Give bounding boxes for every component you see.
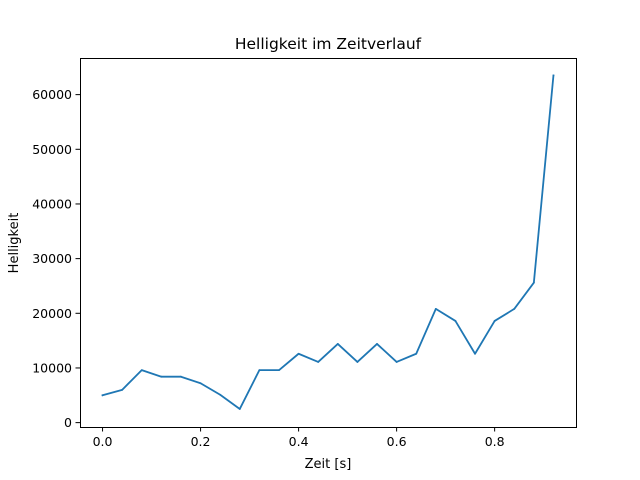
y-tick-label: 10000 bbox=[32, 360, 72, 375]
data-point bbox=[219, 393, 222, 396]
data-point bbox=[199, 382, 202, 385]
data-point bbox=[258, 369, 261, 372]
data-point bbox=[180, 375, 182, 378]
data-point bbox=[160, 375, 163, 378]
y-axis: 0 10000 20000 30000 40000 50000 60000 bbox=[32, 87, 80, 430]
data-point bbox=[278, 369, 280, 372]
data-point bbox=[415, 352, 418, 355]
data-point bbox=[474, 352, 476, 355]
data-point bbox=[101, 394, 104, 397]
data-point bbox=[513, 308, 516, 310]
data-point bbox=[434, 308, 437, 310]
series-line-0 bbox=[101, 74, 555, 410]
data-point bbox=[238, 408, 241, 410]
x-axis: 0.0 0.2 0.4 0.6 0.8 bbox=[93, 427, 505, 449]
y-tick-label: 40000 bbox=[32, 196, 72, 211]
data-point bbox=[121, 388, 124, 391]
x-axis-label: Zeit [s] bbox=[305, 457, 352, 472]
data-point bbox=[140, 369, 143, 372]
chart-title: Helligkeit im Zeitverlauf bbox=[235, 35, 422, 53]
x-tick-label: 0.0 bbox=[93, 434, 113, 449]
data-point bbox=[356, 361, 359, 363]
data-point bbox=[336, 343, 339, 345]
data-point bbox=[552, 74, 555, 77]
y-tick-label: 0 bbox=[64, 415, 72, 430]
data-point bbox=[532, 281, 535, 284]
plot-frame bbox=[80, 58, 577, 428]
data-point bbox=[493, 320, 496, 322]
x-tick-label: 0.4 bbox=[289, 434, 309, 449]
data-point bbox=[297, 352, 300, 355]
y-tick-label: 20000 bbox=[32, 306, 72, 321]
x-tick-label: 0.6 bbox=[387, 434, 407, 449]
series-layer bbox=[101, 74, 555, 410]
y-axis-label: Helligkeit bbox=[7, 213, 22, 274]
x-tick-label: 0.8 bbox=[485, 434, 505, 449]
y-tick-label: 30000 bbox=[32, 251, 72, 266]
y-tick-label: 60000 bbox=[32, 87, 72, 102]
data-point bbox=[454, 320, 457, 322]
data-point bbox=[376, 343, 378, 345]
x-tick-label: 0.2 bbox=[191, 434, 211, 449]
y-tick-label: 50000 bbox=[32, 142, 72, 157]
plot-area bbox=[80, 58, 577, 428]
data-point bbox=[317, 361, 320, 363]
data-point bbox=[395, 361, 398, 363]
